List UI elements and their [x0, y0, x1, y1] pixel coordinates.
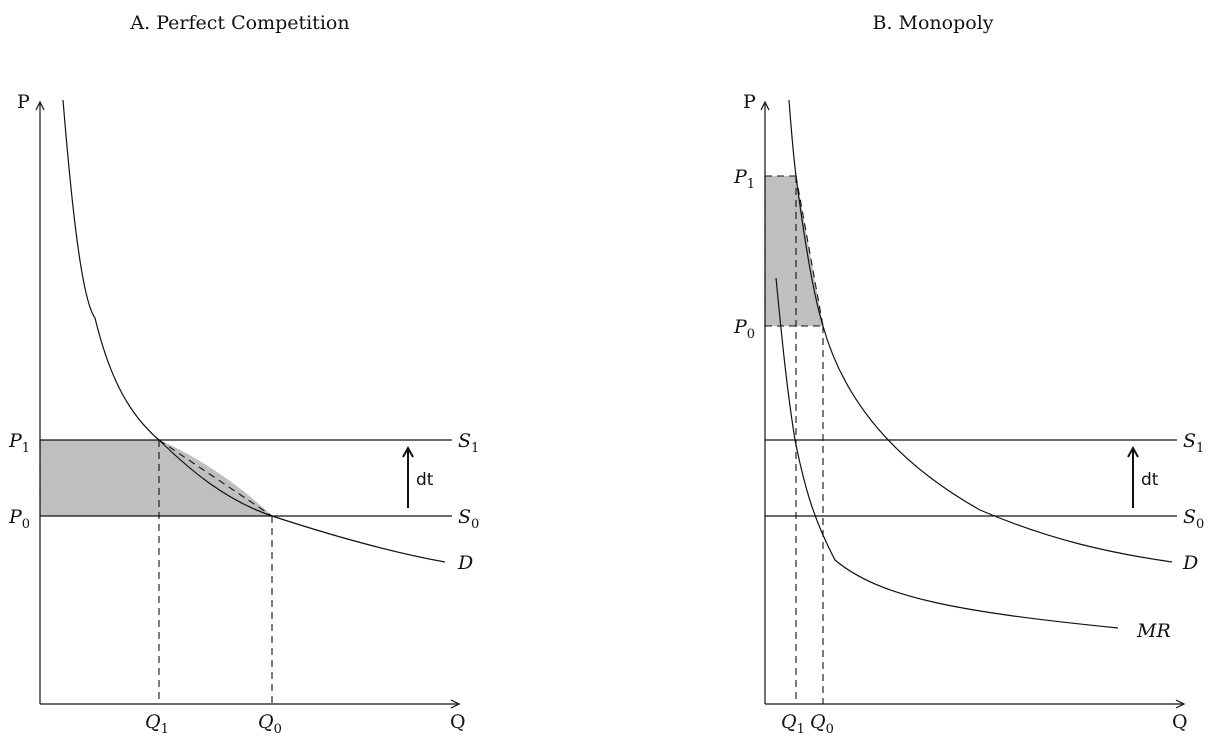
curve-label-s1: S1 [1183, 430, 1204, 456]
demand-curve [788, 99, 1173, 563]
curve-label-s1: S1 [458, 430, 479, 456]
y-axis-arrowhead [760, 100, 770, 111]
tax-shift-arrowhead [402, 445, 414, 458]
quantity-label-q0: Q0 [258, 711, 282, 737]
x-axis-arrowhead [450, 699, 461, 709]
x-axis-arrowhead [1175, 699, 1186, 709]
x-axis-label: Q [1172, 711, 1188, 733]
demand-curve [62, 99, 446, 563]
price-label-p0: P0 [8, 506, 30, 532]
triangle-hypotenuse-dashed [158, 439, 273, 517]
panel-title: A. Perfect Competition [129, 12, 349, 34]
panel-title: B. Monopoly [872, 12, 993, 34]
triangle-hypotenuse-dashed [795, 175, 824, 327]
y-axis-label: P [17, 91, 30, 113]
tax-shift-arrowhead [1127, 445, 1139, 458]
marginal-revenue-curve [775, 277, 1119, 629]
quantity-label-q0: Q0 [810, 711, 834, 737]
y-axis-arrowhead [35, 100, 45, 111]
price-label-p1: P1 [8, 430, 30, 456]
curve-label-d: D [457, 552, 473, 574]
panel-perfect-competition: A. Perfect Competition P Q P1 P0 Q1 Q0 S… [8, 12, 479, 737]
tax-revenue-shade [765, 176, 823, 326]
curve-label-s0: S0 [1183, 506, 1204, 532]
curve-label-d: D [1182, 552, 1198, 574]
curve-label-s0: S0 [458, 506, 479, 532]
tax-shift-label: dt [1141, 470, 1159, 490]
price-label-p1: P1 [733, 166, 755, 192]
panel-monopoly: B. Monopoly P Q P1 P0 Q1 Q0 S1 S0 D [733, 12, 1204, 737]
tax-shift-label: dt [416, 470, 434, 490]
tax-revenue-shade [40, 440, 272, 516]
y-axis-label: P [743, 91, 756, 113]
quantity-label-q1: Q1 [145, 711, 169, 737]
curve-label-mr: MR [1136, 620, 1171, 642]
price-label-p0: P0 [733, 316, 755, 342]
quantity-label-q1: Q1 [781, 711, 805, 737]
x-axis-label: Q [450, 711, 466, 733]
